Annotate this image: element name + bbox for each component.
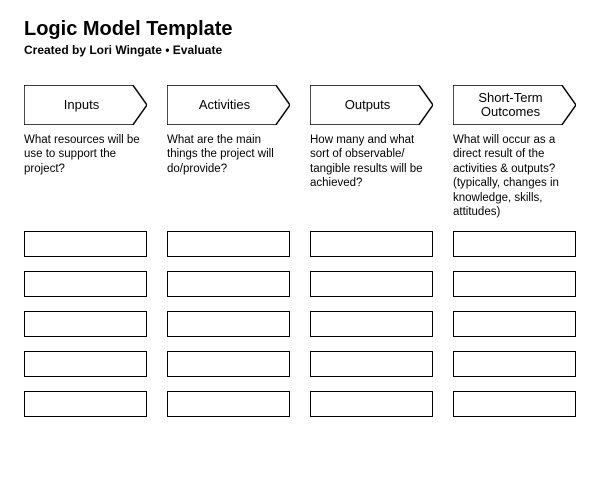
column-activities: Activities What are the main things the … (167, 85, 290, 431)
column-label: Short-Term Outcomes (453, 91, 576, 120)
arrow-header: Outputs (310, 85, 433, 125)
column-outcomes: Short-Term Outcomes What will occur as a… (453, 85, 576, 431)
input-cell[interactable] (310, 351, 433, 377)
input-cell[interactable] (453, 231, 576, 257)
column-label: Inputs (24, 98, 147, 112)
input-cell[interactable] (167, 231, 290, 257)
column-inputs: Inputs What resources will be use to sup… (24, 85, 147, 431)
column-label: Outputs (310, 98, 433, 112)
page-title: Logic Model Template (24, 18, 576, 41)
input-cell[interactable] (453, 271, 576, 297)
input-cell[interactable] (453, 351, 576, 377)
arrow-header: Inputs (24, 85, 147, 125)
arrow-header: Activities (167, 85, 290, 125)
column-label: Activities (167, 98, 290, 112)
input-cell[interactable] (24, 271, 147, 297)
input-cell[interactable] (24, 351, 147, 377)
input-cell[interactable] (310, 231, 433, 257)
column-description: How many and what sort of observable/ ta… (310, 133, 433, 221)
input-cell[interactable] (453, 391, 576, 417)
column-outputs: Outputs How many and what sort of observ… (310, 85, 433, 431)
input-cell[interactable] (167, 271, 290, 297)
column-description: What will occur as a direct result of th… (453, 133, 576, 221)
arrow-header: Short-Term Outcomes (453, 85, 576, 125)
column-description: What are the main things the project wil… (167, 133, 290, 221)
input-cell[interactable] (310, 391, 433, 417)
input-cell[interactable] (167, 391, 290, 417)
column-description: What resources will be use to support th… (24, 133, 147, 221)
input-cell[interactable] (453, 311, 576, 337)
input-cell[interactable] (310, 311, 433, 337)
page-subtitle: Created by Lori Wingate • Evaluate (24, 43, 576, 57)
input-cell[interactable] (167, 311, 290, 337)
input-cell[interactable] (167, 351, 290, 377)
input-cell[interactable] (24, 231, 147, 257)
input-cell[interactable] (24, 391, 147, 417)
columns-container: Inputs What resources will be use to sup… (24, 85, 576, 431)
input-cell[interactable] (310, 271, 433, 297)
input-cell[interactable] (24, 311, 147, 337)
